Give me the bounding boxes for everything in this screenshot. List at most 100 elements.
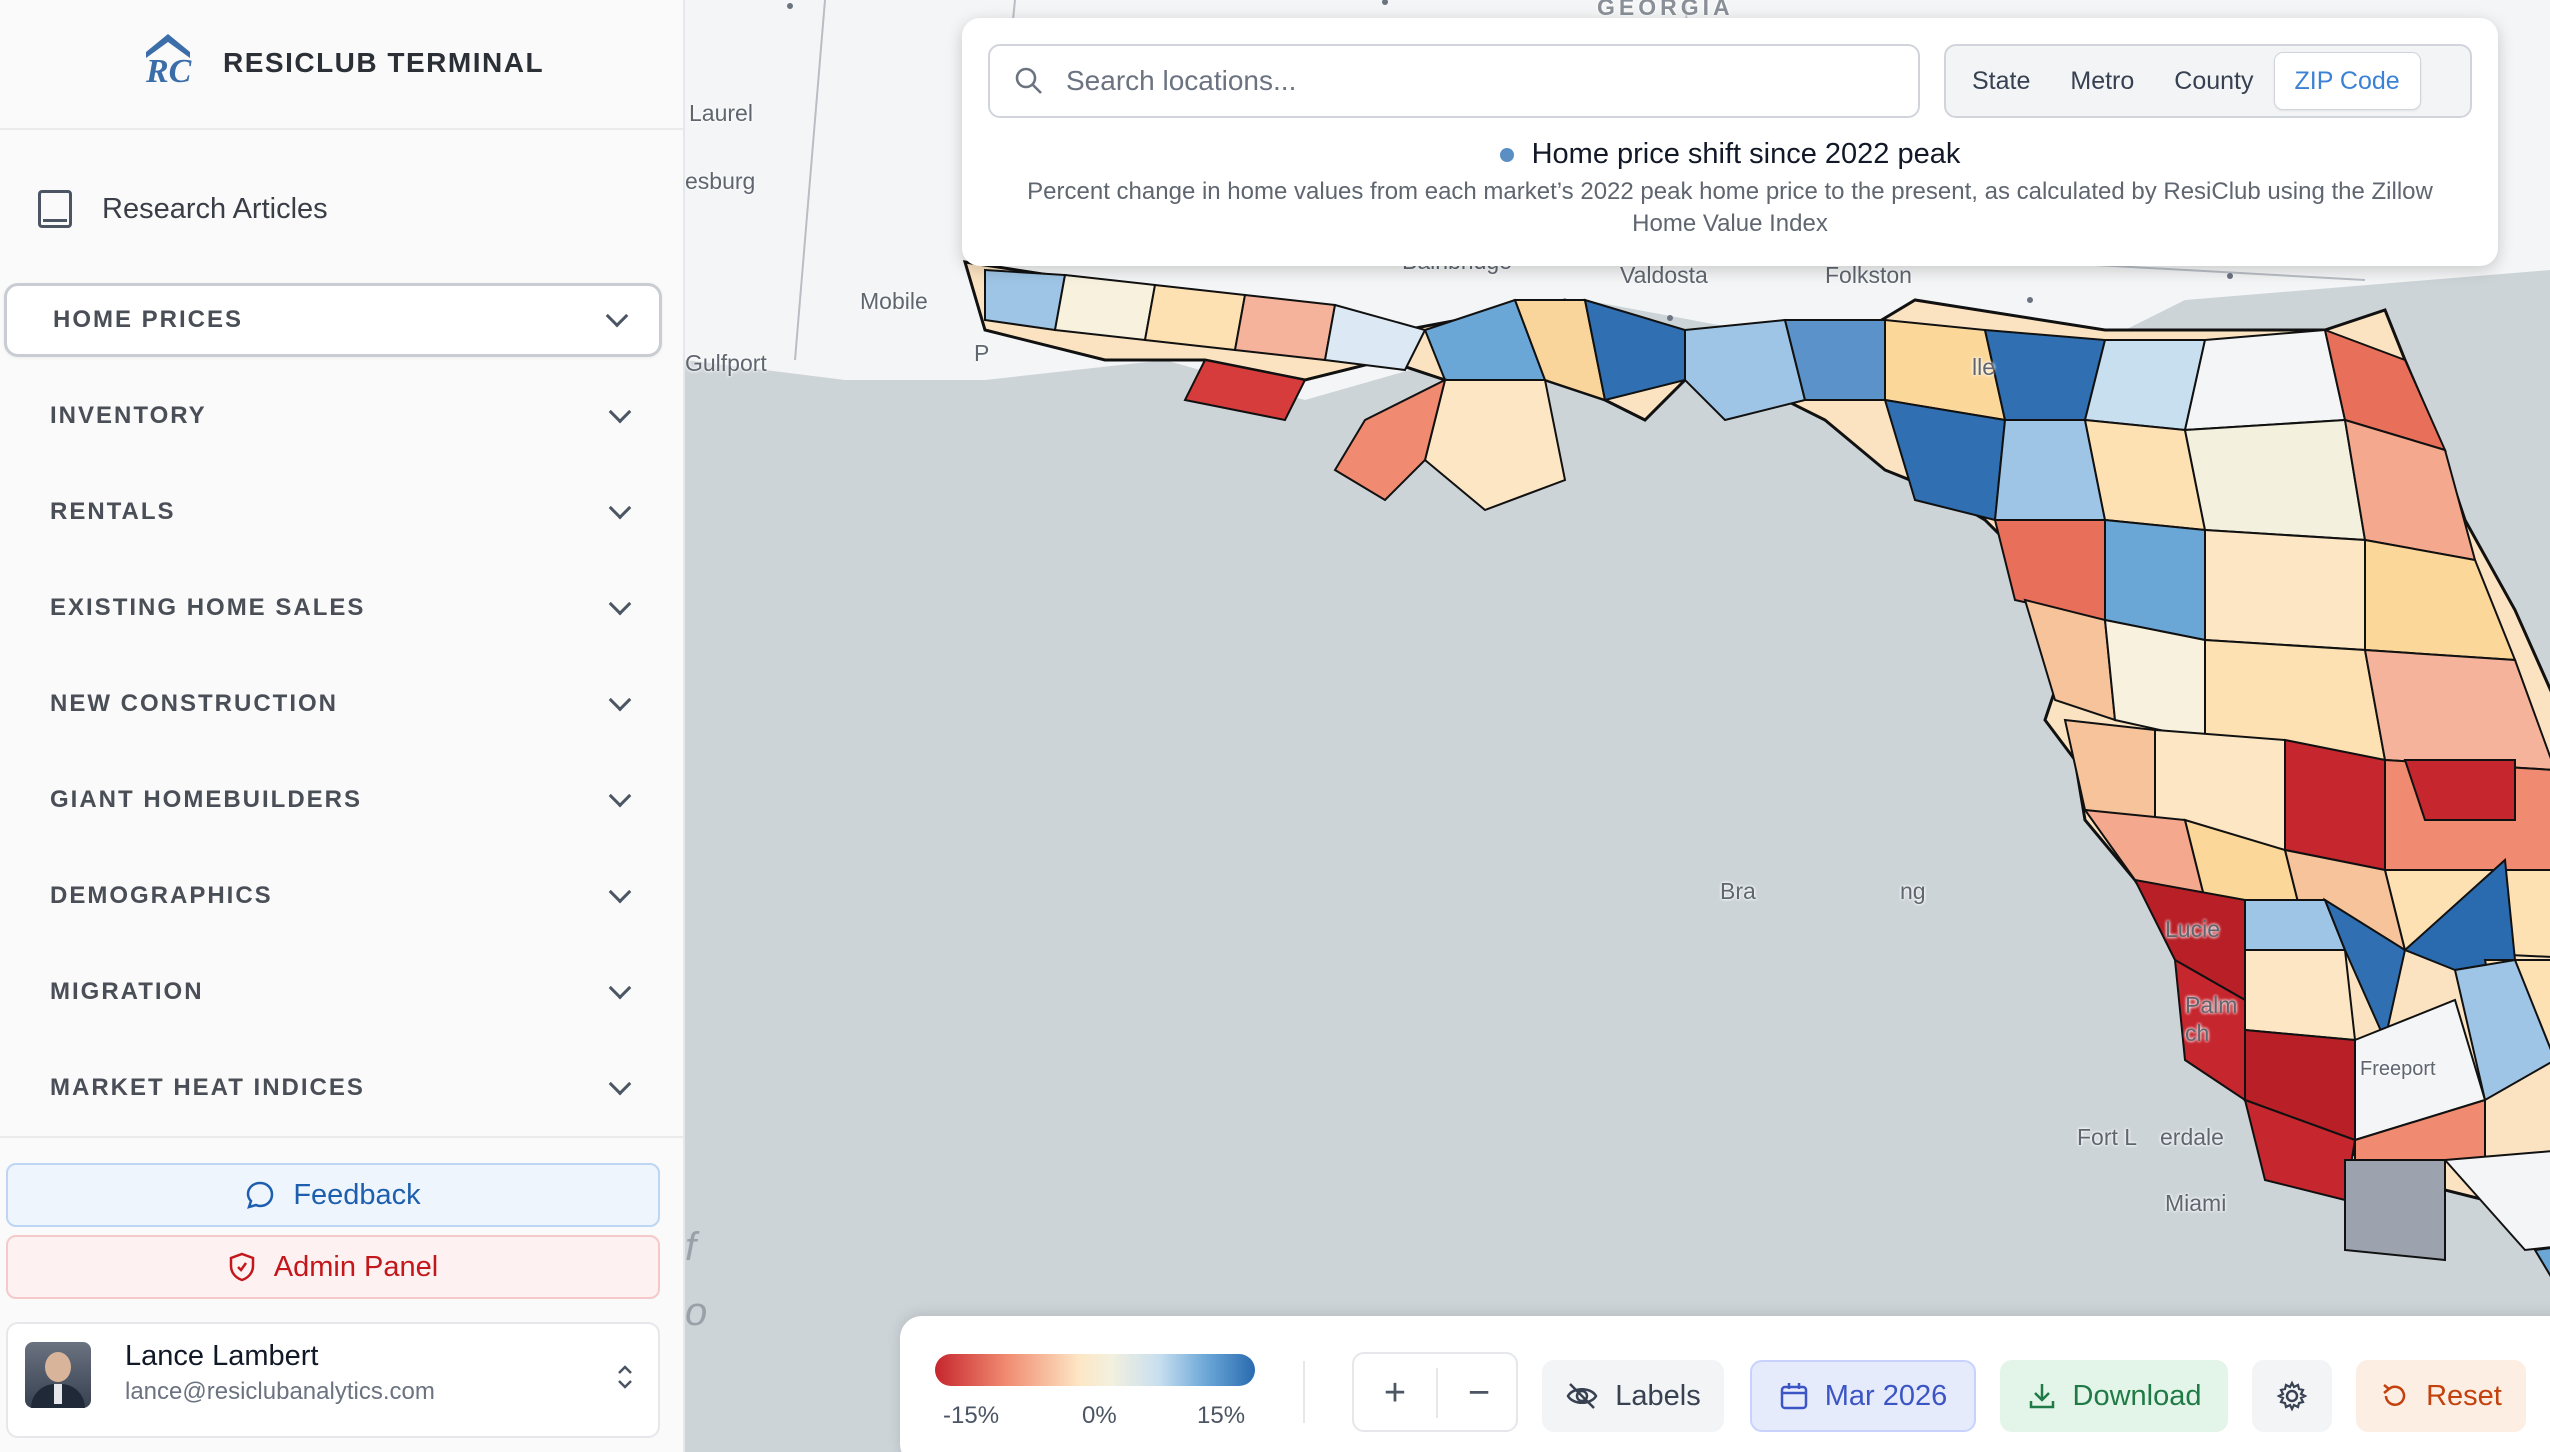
download-icon	[2029, 1384, 2054, 1409]
map-control-panel: State Metro County ZIP Code Home price s…	[962, 18, 2498, 266]
zoom-in-button[interactable]: +	[1383, 1371, 1407, 1414]
nav-item-label: GIANT HOMEBUILDERS	[50, 786, 362, 813]
legend-min-label: -15%	[943, 1402, 1000, 1429]
search-input[interactable]	[1066, 65, 1886, 97]
user-name: Lance Lambert	[125, 1340, 319, 1372]
legend-max-label: 15%	[1197, 1402, 1246, 1429]
calendar-icon	[1780, 1383, 1807, 1410]
svg-text:RC: RC	[145, 53, 192, 86]
nav-item-label: HOME PRICES	[53, 306, 244, 333]
eye-off-icon	[1566, 1383, 1598, 1409]
gear-icon	[2276, 1380, 2308, 1412]
nav-item-label: NEW CONSTRUCTION	[50, 690, 338, 717]
toolbar-divider	[1303, 1361, 1305, 1423]
zoom-controls: + −	[1352, 1352, 1518, 1432]
map-label-mobile: Mobile	[860, 288, 928, 314]
chevron-down-icon	[608, 688, 632, 712]
legend-mid-label: 0%	[1082, 1402, 1117, 1429]
map-label-fort-lauderdale-2: erdale	[2160, 1124, 2224, 1150]
download-label: Download	[2072, 1379, 2202, 1412]
map-label-freeport: Freeport	[2360, 1058, 2436, 1080]
geo-level-county[interactable]: County	[2174, 66, 2254, 95]
metric-title: Home price shift since 2022 peak	[1531, 138, 1961, 170]
reset-button[interactable]: Reset	[2356, 1360, 2526, 1432]
nav-item-rentals[interactable]: RENTALS	[4, 475, 662, 549]
map-label-laurel: Laurel	[689, 100, 753, 126]
zip-regions	[984, 268, 2550, 1277]
chevron-up-down-icon	[618, 1365, 632, 1389]
chevron-down-icon	[605, 304, 629, 328]
geo-level-selector: State Metro County ZIP Code	[1944, 44, 2472, 118]
chevron-down-icon	[608, 400, 632, 424]
brand-name: RESICLUB TERMINAL	[223, 47, 545, 78]
map-label-jacksonville: lle	[1972, 354, 1996, 380]
download-button[interactable]: Download	[2000, 1360, 2228, 1432]
feedback-label: Feedback	[293, 1178, 421, 1211]
chevron-down-icon	[608, 784, 632, 808]
map-label-bradenton: Bra	[1720, 878, 1756, 904]
chevron-down-icon	[608, 592, 632, 616]
date-label: Mar 2026	[1824, 1379, 1948, 1412]
zoom-out-button[interactable]: −	[1467, 1371, 1491, 1414]
reset-icon	[2383, 1384, 2406, 1406]
nav-item-home-prices[interactable]: HOME PRICES	[4, 283, 662, 357]
feedback-button[interactable]: Feedback	[6, 1163, 660, 1227]
chevron-down-icon	[608, 976, 632, 1000]
research-articles-link[interactable]: Research Articles	[38, 176, 648, 242]
map-label-gulfport: Gulfport	[685, 350, 767, 376]
map-label-georgia: GEORGIA	[1597, 0, 1734, 20]
admin-panel-label: Admin Panel	[273, 1250, 439, 1283]
nav-item-giant-homebuilders[interactable]: GIANT HOMEBUILDERS	[4, 763, 662, 837]
chevron-down-icon	[608, 496, 632, 520]
nav-item-label: MARKET HEAT INDICES	[50, 1074, 365, 1101]
map-label-gulf-f: f	[685, 1225, 697, 1269]
nav-item-market-heat-indices[interactable]: MARKET HEAT INDICES	[4, 1051, 662, 1125]
nav-item-demographics[interactable]: DEMOGRAPHICS	[4, 859, 662, 933]
metric-dot-icon	[1499, 147, 1514, 162]
book-icon	[38, 190, 72, 228]
map-label-port-st-lucie: Lucie	[2165, 916, 2220, 942]
labels-button-label: Labels	[1615, 1379, 1701, 1412]
research-articles-label: Research Articles	[102, 192, 328, 225]
metric-description: Percent change in home values from each …	[1027, 178, 2433, 237]
reset-label: Reset	[2426, 1379, 2502, 1412]
nav-item-label: MIGRATION	[50, 978, 204, 1005]
user-email: lance@resiclubanalytics.com	[125, 1378, 435, 1405]
metric-title-row: Home price shift since 2022 peak	[962, 138, 2498, 171]
map-label-gulf-o: o	[685, 1290, 708, 1334]
map-label-folkston: Folkston	[1825, 262, 1912, 288]
search-icon	[1015, 67, 1042, 94]
map-label-palm-beach: ch	[2185, 1020, 2210, 1046]
map-label-valdosta: Valdosta	[1620, 262, 1708, 288]
nav-item-label: RENTALS	[50, 498, 176, 525]
shield-icon	[229, 1252, 255, 1282]
avatar	[25, 1342, 91, 1408]
map-label-p: P	[974, 340, 990, 366]
chevron-down-icon	[608, 880, 632, 904]
geo-level-zip-code[interactable]: ZIP Code	[2273, 52, 2421, 110]
geo-level-state[interactable]: State	[1972, 66, 2031, 95]
resiclub-logo-icon: RC	[145, 34, 192, 86]
map-label-lakewood: ng	[1900, 878, 1926, 904]
sidebar-divider	[0, 1136, 683, 1138]
brand-header: RC RESICLUB TERMINAL	[0, 0, 683, 130]
nav-item-label: DEMOGRAPHICS	[50, 882, 273, 909]
map-label-miami: Miami	[2165, 1190, 2227, 1216]
city-dots	[787, 0, 2233, 321]
geo-level-metro[interactable]: Metro	[2070, 66, 2135, 95]
search-box[interactable]	[988, 44, 1920, 118]
nav-item-inventory[interactable]: INVENTORY	[4, 379, 662, 453]
settings-button[interactable]	[2252, 1360, 2332, 1432]
nav-item-label: INVENTORY	[50, 402, 207, 429]
user-menu[interactable]: Lance Lambert lance@resiclubanalytics.co…	[6, 1322, 660, 1438]
map-toolbar: -15% 0% 15% + − Labels Mar 2026 Download…	[900, 1316, 2550, 1452]
map-label-hattiesburg: esburg	[685, 168, 756, 194]
nav-item-existing-home-sales[interactable]: EXISTING HOME SALES	[4, 571, 662, 645]
chevron-down-icon	[608, 1072, 632, 1096]
admin-panel-button[interactable]: Admin Panel	[6, 1235, 660, 1299]
nav-item-new-construction[interactable]: NEW CONSTRUCTION	[4, 667, 662, 741]
date-picker-button[interactable]: Mar 2026	[1750, 1360, 1976, 1432]
labels-toggle-button[interactable]: Labels	[1542, 1360, 1724, 1432]
nav-item-migration[interactable]: MIGRATION	[4, 955, 662, 1029]
map-label-palm: Palm	[2185, 992, 2238, 1018]
